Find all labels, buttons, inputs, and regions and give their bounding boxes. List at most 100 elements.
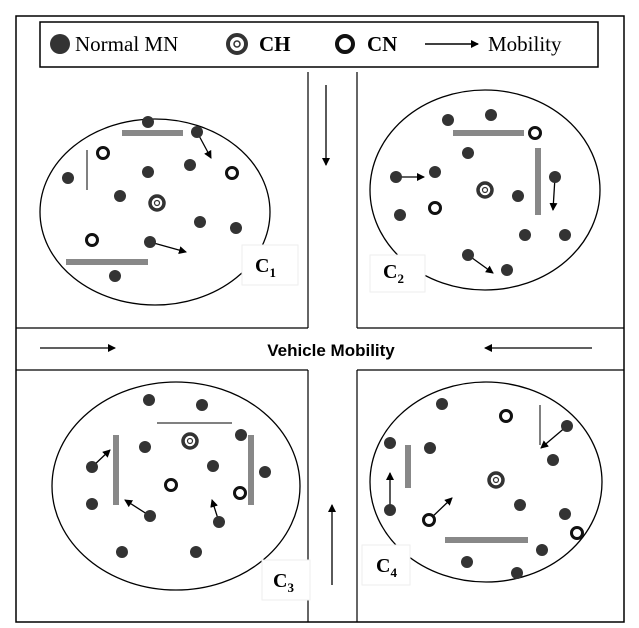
cluster-index: 4 bbox=[390, 565, 397, 580]
cluster-label: C3 bbox=[273, 570, 294, 595]
cluster-letter: C bbox=[376, 555, 390, 577]
ch-node bbox=[186, 437, 194, 445]
normal-node bbox=[559, 229, 571, 241]
normal-node bbox=[116, 546, 128, 558]
cluster-label: C4 bbox=[376, 555, 397, 580]
cluster-boundary bbox=[369, 381, 603, 583]
normal-node bbox=[142, 166, 154, 178]
cluster: C3 bbox=[51, 381, 311, 601]
normal-node bbox=[190, 546, 202, 558]
normal-node bbox=[191, 126, 203, 138]
normal-node bbox=[196, 399, 208, 411]
normal-node bbox=[384, 504, 396, 516]
mobility-arrow bbox=[149, 241, 187, 254]
cn-node bbox=[499, 409, 513, 423]
normal-node bbox=[512, 190, 524, 202]
cluster-letter: C bbox=[383, 261, 397, 283]
cn-node bbox=[164, 478, 178, 492]
normal-node bbox=[144, 236, 156, 248]
cluster-letter: C bbox=[255, 255, 269, 277]
legend-cn-icon bbox=[335, 34, 355, 54]
cluster-label-box bbox=[361, 544, 411, 586]
normal-node bbox=[462, 147, 474, 159]
normal-node bbox=[62, 172, 74, 184]
cluster-index: 1 bbox=[269, 265, 276, 280]
normal-node bbox=[259, 466, 271, 478]
normal-node bbox=[86, 498, 98, 510]
cluster-label: C2 bbox=[383, 261, 404, 286]
cluster-letter: C bbox=[273, 570, 287, 592]
cn-node bbox=[570, 526, 584, 540]
normal-node bbox=[519, 229, 531, 241]
cn-node bbox=[96, 146, 110, 160]
normal-node bbox=[559, 508, 571, 520]
ch-node bbox=[481, 186, 489, 194]
legend-ch-icon bbox=[226, 33, 248, 55]
normal-node bbox=[442, 114, 454, 126]
normal-node bbox=[514, 499, 526, 511]
cluster-label-box bbox=[241, 244, 299, 286]
road-label: Vehicle Mobility bbox=[267, 341, 395, 360]
normal-node bbox=[384, 437, 396, 449]
road-label-box bbox=[240, 332, 440, 366]
cluster-label: C1 bbox=[255, 255, 276, 280]
normal-node bbox=[485, 109, 497, 121]
cn-node bbox=[528, 126, 542, 140]
normal-node bbox=[501, 264, 513, 276]
normal-node bbox=[194, 216, 206, 228]
ch-node bbox=[492, 476, 500, 484]
cluster-index: 3 bbox=[287, 580, 294, 595]
normal-node bbox=[235, 429, 247, 441]
legend-ch-icon bbox=[233, 40, 241, 48]
ch-node bbox=[148, 194, 166, 212]
cn-node bbox=[233, 486, 247, 500]
normal-node bbox=[536, 544, 548, 556]
normal-node bbox=[436, 398, 448, 410]
normal-node bbox=[424, 442, 436, 454]
road-arrows bbox=[40, 85, 592, 585]
normal-node bbox=[549, 171, 561, 183]
normal-node bbox=[213, 516, 225, 528]
normal-node bbox=[109, 270, 121, 282]
normal-node bbox=[390, 171, 402, 183]
cluster: C1 bbox=[39, 116, 299, 306]
normal-node bbox=[144, 510, 156, 522]
normal-node bbox=[394, 209, 406, 221]
normal-node bbox=[230, 222, 242, 234]
ch-node bbox=[181, 432, 199, 450]
cluster-boundary bbox=[369, 89, 601, 291]
legend-ch: CH bbox=[259, 32, 291, 56]
cluster-boundary bbox=[51, 381, 301, 591]
cn-node bbox=[428, 201, 442, 215]
legend-cn: CN bbox=[367, 32, 397, 56]
cn-node bbox=[85, 233, 99, 247]
cn-node bbox=[225, 166, 239, 180]
frame bbox=[15, 15, 625, 623]
normal-node bbox=[511, 567, 523, 579]
normal-node bbox=[142, 116, 154, 128]
normal-node bbox=[139, 441, 151, 453]
cluster-label-box bbox=[261, 559, 311, 601]
normal-node bbox=[86, 461, 98, 473]
normal-node bbox=[547, 454, 559, 466]
legend-normal-icon bbox=[50, 34, 70, 54]
normal-node bbox=[561, 420, 573, 432]
legend-mobility: Mobility bbox=[488, 32, 562, 56]
normal-node bbox=[207, 460, 219, 472]
legend-box bbox=[39, 21, 599, 68]
normal-node bbox=[143, 394, 155, 406]
cluster-label-box bbox=[369, 254, 426, 293]
cn-node bbox=[422, 513, 436, 527]
normal-node bbox=[114, 190, 126, 202]
legend-normal: Normal MN bbox=[75, 32, 178, 56]
ch-node bbox=[153, 199, 161, 207]
normal-node bbox=[429, 166, 441, 178]
cluster-boundary bbox=[39, 118, 271, 306]
ch-node bbox=[476, 181, 494, 199]
ch-node bbox=[487, 471, 505, 489]
normal-node bbox=[461, 556, 473, 568]
cluster: C2 bbox=[369, 89, 601, 293]
cluster-index: 2 bbox=[397, 271, 404, 286]
cluster: C4 bbox=[361, 381, 603, 586]
